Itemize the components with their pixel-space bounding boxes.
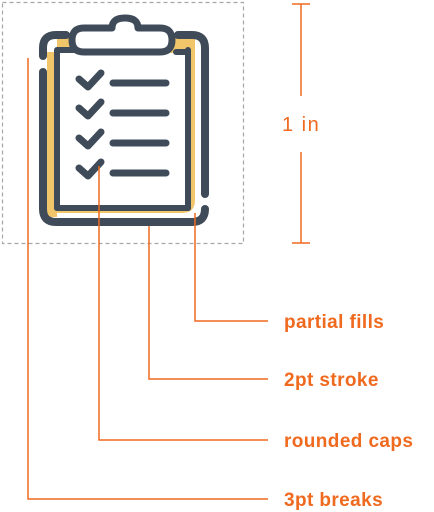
- checklist-row: [75, 128, 170, 150]
- check-icon: [75, 98, 105, 120]
- callout-leaders: [27, 58, 268, 500]
- dimension-marker: [292, 3, 310, 244]
- leader-2pt-stroke: [148, 226, 268, 380]
- clipboard-board-top-left: [39, 31, 70, 60]
- clipboard-clip: [68, 14, 176, 56]
- dimension-label: 1 in: [282, 114, 320, 136]
- clipboard-board-outline: [39, 68, 209, 226]
- callout-3pt-breaks: 3pt breaks: [284, 490, 383, 511]
- clipboard-fill-strip: [47, 52, 57, 217]
- checklist-row: [75, 158, 170, 180]
- leader-3pt-breaks: [27, 58, 268, 500]
- checklist-row: [75, 98, 170, 120]
- clipboard-paper-left-edge: [54, 49, 191, 211]
- check-icon: [75, 69, 105, 91]
- callout-2pt-stroke: 2pt stroke: [284, 370, 379, 391]
- callout-partial-fills: partial fills: [284, 312, 384, 333]
- leader-partial-fills: [194, 213, 268, 322]
- callout-rounded-caps: rounded caps: [284, 431, 413, 452]
- clipboard-checklist-icon: [39, 14, 209, 226]
- check-icon: [75, 128, 105, 150]
- leader-rounded-caps: [98, 166, 268, 441]
- bounding-box-guide: [1, 1, 245, 245]
- checklist-row: [75, 69, 170, 91]
- clipboard-paper-fill: [60, 53, 185, 205]
- clipboard-paper-edge: [173, 49, 191, 211]
- check-icon: [75, 158, 105, 180]
- clipboard-board-top-right: [174, 31, 209, 198]
